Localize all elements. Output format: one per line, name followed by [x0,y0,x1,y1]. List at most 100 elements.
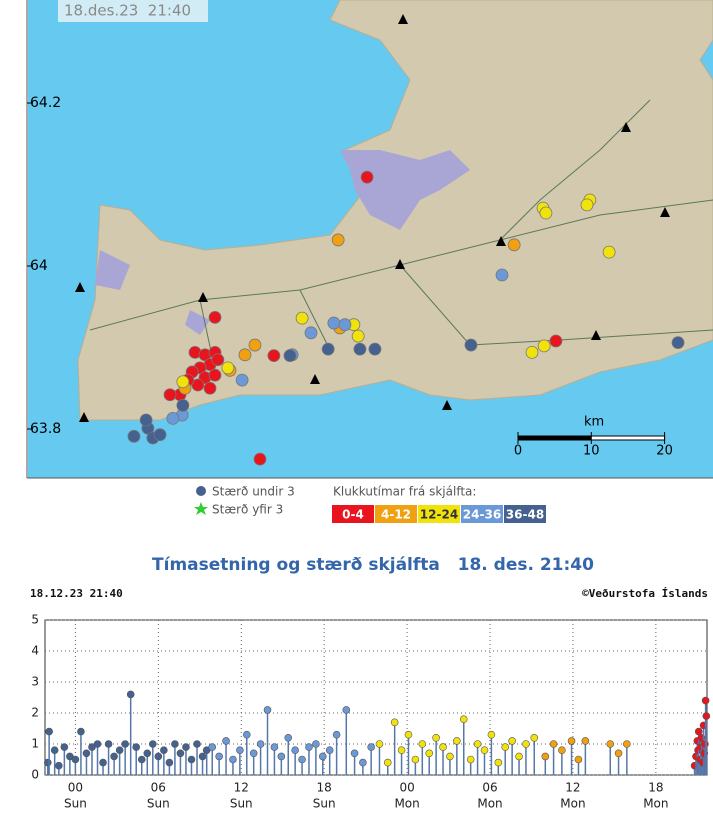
lat-tick-label: 64.2 [30,95,61,111]
age-legend-box [461,505,503,523]
quake-dot [581,737,590,745]
scale-label: 0 [514,444,522,459]
quake [166,412,180,425]
quake [211,353,225,367]
quake [321,342,335,356]
quake-dot [229,755,237,764]
quake-dot [397,746,406,755]
quake [208,368,222,382]
quake-dot [55,761,63,770]
station [310,374,320,384]
quake [221,361,235,375]
quake-dot [126,690,135,699]
size-legend-star [194,502,208,515]
quake-dot [93,740,102,748]
quake-dot [549,740,558,748]
quake-dot [567,737,576,745]
quake [235,373,249,387]
quake-dot [522,740,530,748]
quake [248,338,262,352]
quake-dot [312,740,320,748]
quake-dot [182,743,190,751]
quake-dot [165,758,174,767]
quake-dot [459,715,468,724]
quake-dot [487,730,496,739]
quake-dot [249,749,258,758]
quake-dot [350,749,359,758]
quake-dot [143,749,152,758]
scale-unit: km [584,415,604,430]
quake-dot [132,743,141,751]
quake [353,342,367,356]
y-tick-label: 2 [31,706,39,720]
map [28,0,713,478]
quake-dot [160,746,168,755]
quake [525,345,539,359]
quake [283,349,297,363]
quake-dot [305,743,313,751]
quake-dot [411,755,420,764]
station [79,412,89,422]
age-legend-box [418,505,460,523]
quake-dot [121,740,129,748]
quake-dot [45,727,53,736]
quake-dot [515,752,523,761]
scale-label: 10 [583,444,600,459]
quake-dot [501,743,510,751]
quake-dot [332,730,341,739]
station [198,292,208,302]
quake-dot [325,746,334,755]
quake [338,318,352,332]
quake [208,310,222,324]
size-legend-dot [196,486,206,496]
quake-dot [574,755,583,764]
timestamp: 18.des.23 21:40 [64,2,191,20]
quake-dot [446,752,454,761]
quake-dot [187,755,196,764]
quake-dot [242,730,251,739]
y-tick-label: 4 [31,644,39,658]
quake [295,311,309,325]
station [395,259,405,269]
x-tick-day: Mon [477,797,502,811]
quake-dot [60,743,69,751]
size-legend-label: Stærð undir 3 [212,485,295,499]
x-tick-label: 00 [68,781,83,795]
quake-dot [558,746,566,755]
quake-dot [110,752,118,761]
quake-dot [418,740,427,748]
quake-dot [606,740,615,748]
timestamp-box [58,0,208,22]
age-legend-box [504,505,546,523]
quake [153,428,167,442]
lat-tick-label: 64 [30,258,48,274]
x-tick-day: Sun [230,797,253,811]
station [496,236,506,246]
quake-dot [99,758,107,767]
quake [602,245,616,259]
age-legend-label: 4-12 [381,508,411,522]
quake [537,339,551,353]
quake [464,338,478,352]
quake-dot [367,743,375,751]
quake-dot [115,746,124,755]
quake [127,429,141,443]
quake-dot [432,733,440,742]
age-legend-box [332,505,374,523]
quake-dot [614,749,623,758]
quake [351,329,365,343]
scale-label: 20 [656,444,673,459]
quake-dot [137,755,146,764]
quake-dot [390,718,399,727]
quake-dot [77,727,85,736]
quake-dot [71,755,80,764]
quake-dot [541,752,550,761]
quake [304,326,318,340]
x-tick-label: 06 [482,781,497,795]
quake-dot [404,730,413,739]
x-tick-label: 18 [648,781,663,795]
size-legend-label: Stærð yfir 3 [212,503,283,517]
quake-dot [291,746,299,755]
quake-dot [508,737,516,745]
quake-dot [236,746,244,755]
